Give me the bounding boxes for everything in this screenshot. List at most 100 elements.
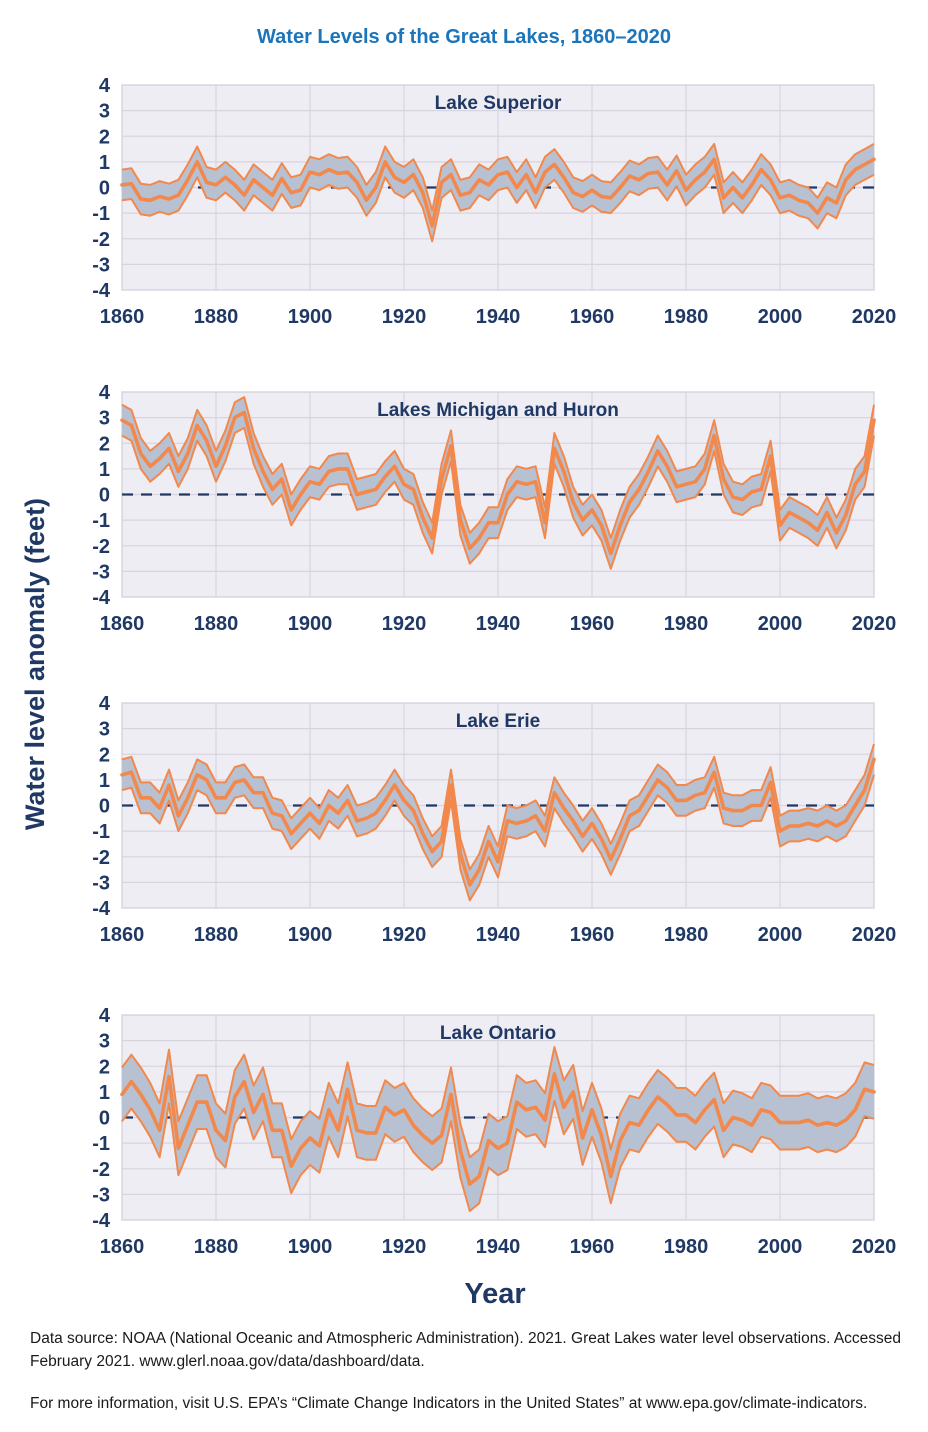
- y-tick-label: -2: [92, 229, 110, 251]
- x-tick-label: 1940: [476, 924, 521, 946]
- band-upper-edge: [121, 743, 875, 871]
- x-tick-label: 1880: [194, 613, 239, 635]
- x-tick-label: 1980: [664, 1236, 709, 1258]
- y-tick-label: 1: [99, 770, 110, 792]
- x-tick-label: 1960: [570, 613, 615, 635]
- center-line: [120, 157, 876, 228]
- x-tick-label: 1880: [194, 924, 239, 946]
- x-tick-label: 1920: [382, 613, 427, 635]
- y-tick-label: 0: [99, 178, 110, 200]
- y-tick-label: -4: [92, 587, 111, 609]
- x-tick-label: 1900: [288, 1236, 333, 1258]
- y-tick-label: -4: [92, 1210, 111, 1232]
- chart-svg-lake-ontario: Lake Ontario 4 3 2 1 0 -1 -2 -3 -4 1860 1880 1900 192…: [92, 1005, 897, 1258]
- x-tick-label: 2000: [758, 613, 803, 635]
- y-tick-label: 1: [99, 459, 110, 481]
- x-tick-label: 1900: [288, 306, 333, 328]
- y-axis-label: Water level anomaly (feet): [20, 497, 50, 831]
- chart-svg-lake-erie: Lake Erie 4 3 2 1 0 -1 -2 -3 -4 1860 1880 1900 1920 19…: [92, 693, 897, 946]
- y-tick-label: -1: [92, 821, 110, 843]
- y-tick-label: -3: [92, 1184, 110, 1206]
- y-tick-label: 3: [99, 1031, 110, 1053]
- x-tick-label: 1980: [664, 306, 709, 328]
- x-tick-label: 2000: [758, 1236, 803, 1258]
- y-tick-label: 4: [99, 382, 111, 404]
- y-tick-label: 0: [99, 1108, 110, 1130]
- x-tick-label: 1860: [100, 306, 145, 328]
- chart-svg-lakes-michigan-and-huron: Lakes Michigan and Huron 4 3 2 1 0 -1 -2 -3 -4 186…: [92, 382, 897, 635]
- band-upper-edge: [121, 142, 875, 212]
- x-tick-label: 1940: [476, 306, 521, 328]
- y-tick-label: 1: [99, 1082, 110, 1104]
- x-tick-label: 1920: [382, 924, 427, 946]
- chart-svg-lake-superior: Lake Superior 4 3 2 1 0 -1 -2 -3 -4 1860 1880 1900 19…: [92, 75, 897, 328]
- y-tick-label: 2: [99, 126, 110, 148]
- band-lower-edge: [121, 1099, 875, 1212]
- page-title: Water Levels of the Great Lakes, 1860–20…: [257, 26, 671, 48]
- x-tick-label: 1900: [288, 613, 333, 635]
- x-tick-label: 1880: [194, 306, 239, 328]
- band-lower-edge: [121, 774, 875, 902]
- y-tick-label: -3: [92, 561, 110, 583]
- x-tick-label: 2000: [758, 924, 803, 946]
- y-tick-label: 3: [99, 408, 110, 430]
- y-tick-label: 4: [99, 693, 111, 715]
- y-tick-label: 1: [99, 152, 110, 174]
- chart-lake-ontario: Lake Ontario 4 3 2 1 0 -1 -2 -3 -4 1860 1880 1900 192…: [0, 1001, 928, 1266]
- center-line: [120, 410, 876, 556]
- y-tick-label: -4: [92, 280, 111, 302]
- y-tick-label: 4: [99, 1005, 111, 1027]
- y-tick-label: -2: [92, 847, 110, 869]
- y-tick-label: 2: [99, 744, 110, 766]
- x-tick-label: 1860: [100, 1236, 145, 1258]
- y-tick-label: -1: [92, 510, 110, 532]
- x-tick-label: 1860: [100, 924, 145, 946]
- footer-more-info: For more information, visit U.S. EPA’s “…: [30, 1395, 868, 1412]
- chart-lakes-michigan-and-huron: Lakes Michigan and Huron 4 3 2 1 0 -1 -2 -3 -4 186…: [0, 378, 928, 643]
- y-tick-label: -2: [92, 1159, 110, 1181]
- chart-title-lakes-michigan-and-huron: Lakes Michigan and Huron: [377, 400, 619, 421]
- y-tick-label: -1: [92, 203, 110, 225]
- chart-lake-erie: Lake Erie 4 3 2 1 0 -1 -2 -3 -4 1860 1880 1900 1920 19…: [0, 689, 928, 954]
- x-tick-label: 1900: [288, 924, 333, 946]
- x-tick-label: 2020: [852, 1236, 897, 1258]
- x-tick-label: 1920: [382, 306, 427, 328]
- x-tick-label: 2020: [852, 306, 897, 328]
- x-tick-label: 1960: [570, 924, 615, 946]
- y-tick-label: -3: [92, 254, 110, 276]
- x-tick-label: 1880: [194, 1236, 239, 1258]
- x-tick-label: 2020: [852, 613, 897, 635]
- footer-data-source: Data source: NOAA (National Oceanic and …: [30, 1330, 902, 1371]
- y-tick-label: 4: [99, 75, 111, 97]
- band-upper-edge: [121, 1046, 875, 1159]
- center-line: [120, 1072, 876, 1186]
- chart-title-lake-erie: Lake Erie: [456, 711, 541, 732]
- chart-title-lake-superior: Lake Superior: [435, 93, 562, 114]
- x-tick-label: 1940: [476, 1236, 521, 1258]
- y-tick-label: 0: [99, 796, 110, 818]
- chart-title-lake-ontario: Lake Ontario: [440, 1023, 556, 1044]
- y-tick-label: 0: [99, 485, 110, 507]
- y-tick-label: 2: [99, 1056, 110, 1078]
- y-tick-label: -1: [92, 1133, 110, 1155]
- y-tick-label: -2: [92, 536, 110, 558]
- y-tick-label: -4: [92, 898, 111, 920]
- y-tick-label: -3: [92, 872, 110, 894]
- x-tick-label: 1980: [664, 613, 709, 635]
- x-tick-label: 1960: [570, 1236, 615, 1258]
- band-lower-edge: [121, 426, 875, 570]
- band-lower-edge: [121, 173, 875, 243]
- x-tick-label: 1980: [664, 924, 709, 946]
- x-axis-label: Year: [464, 1278, 526, 1310]
- uncertainty-band: [122, 143, 874, 242]
- x-tick-label: 1860: [100, 613, 145, 635]
- chart-lake-superior: Lake Superior 4 3 2 1 0 -1 -2 -3 -4 1860 1880 1900 19…: [0, 71, 928, 336]
- x-tick-label: 1960: [570, 306, 615, 328]
- x-tick-label: 1920: [382, 1236, 427, 1258]
- y-tick-label: 3: [99, 719, 110, 741]
- y-tick-label: 3: [99, 101, 110, 123]
- center-line: [120, 757, 876, 887]
- band-upper-edge: [121, 396, 875, 540]
- x-tick-label: 2020: [852, 924, 897, 946]
- x-tick-label: 1940: [476, 613, 521, 635]
